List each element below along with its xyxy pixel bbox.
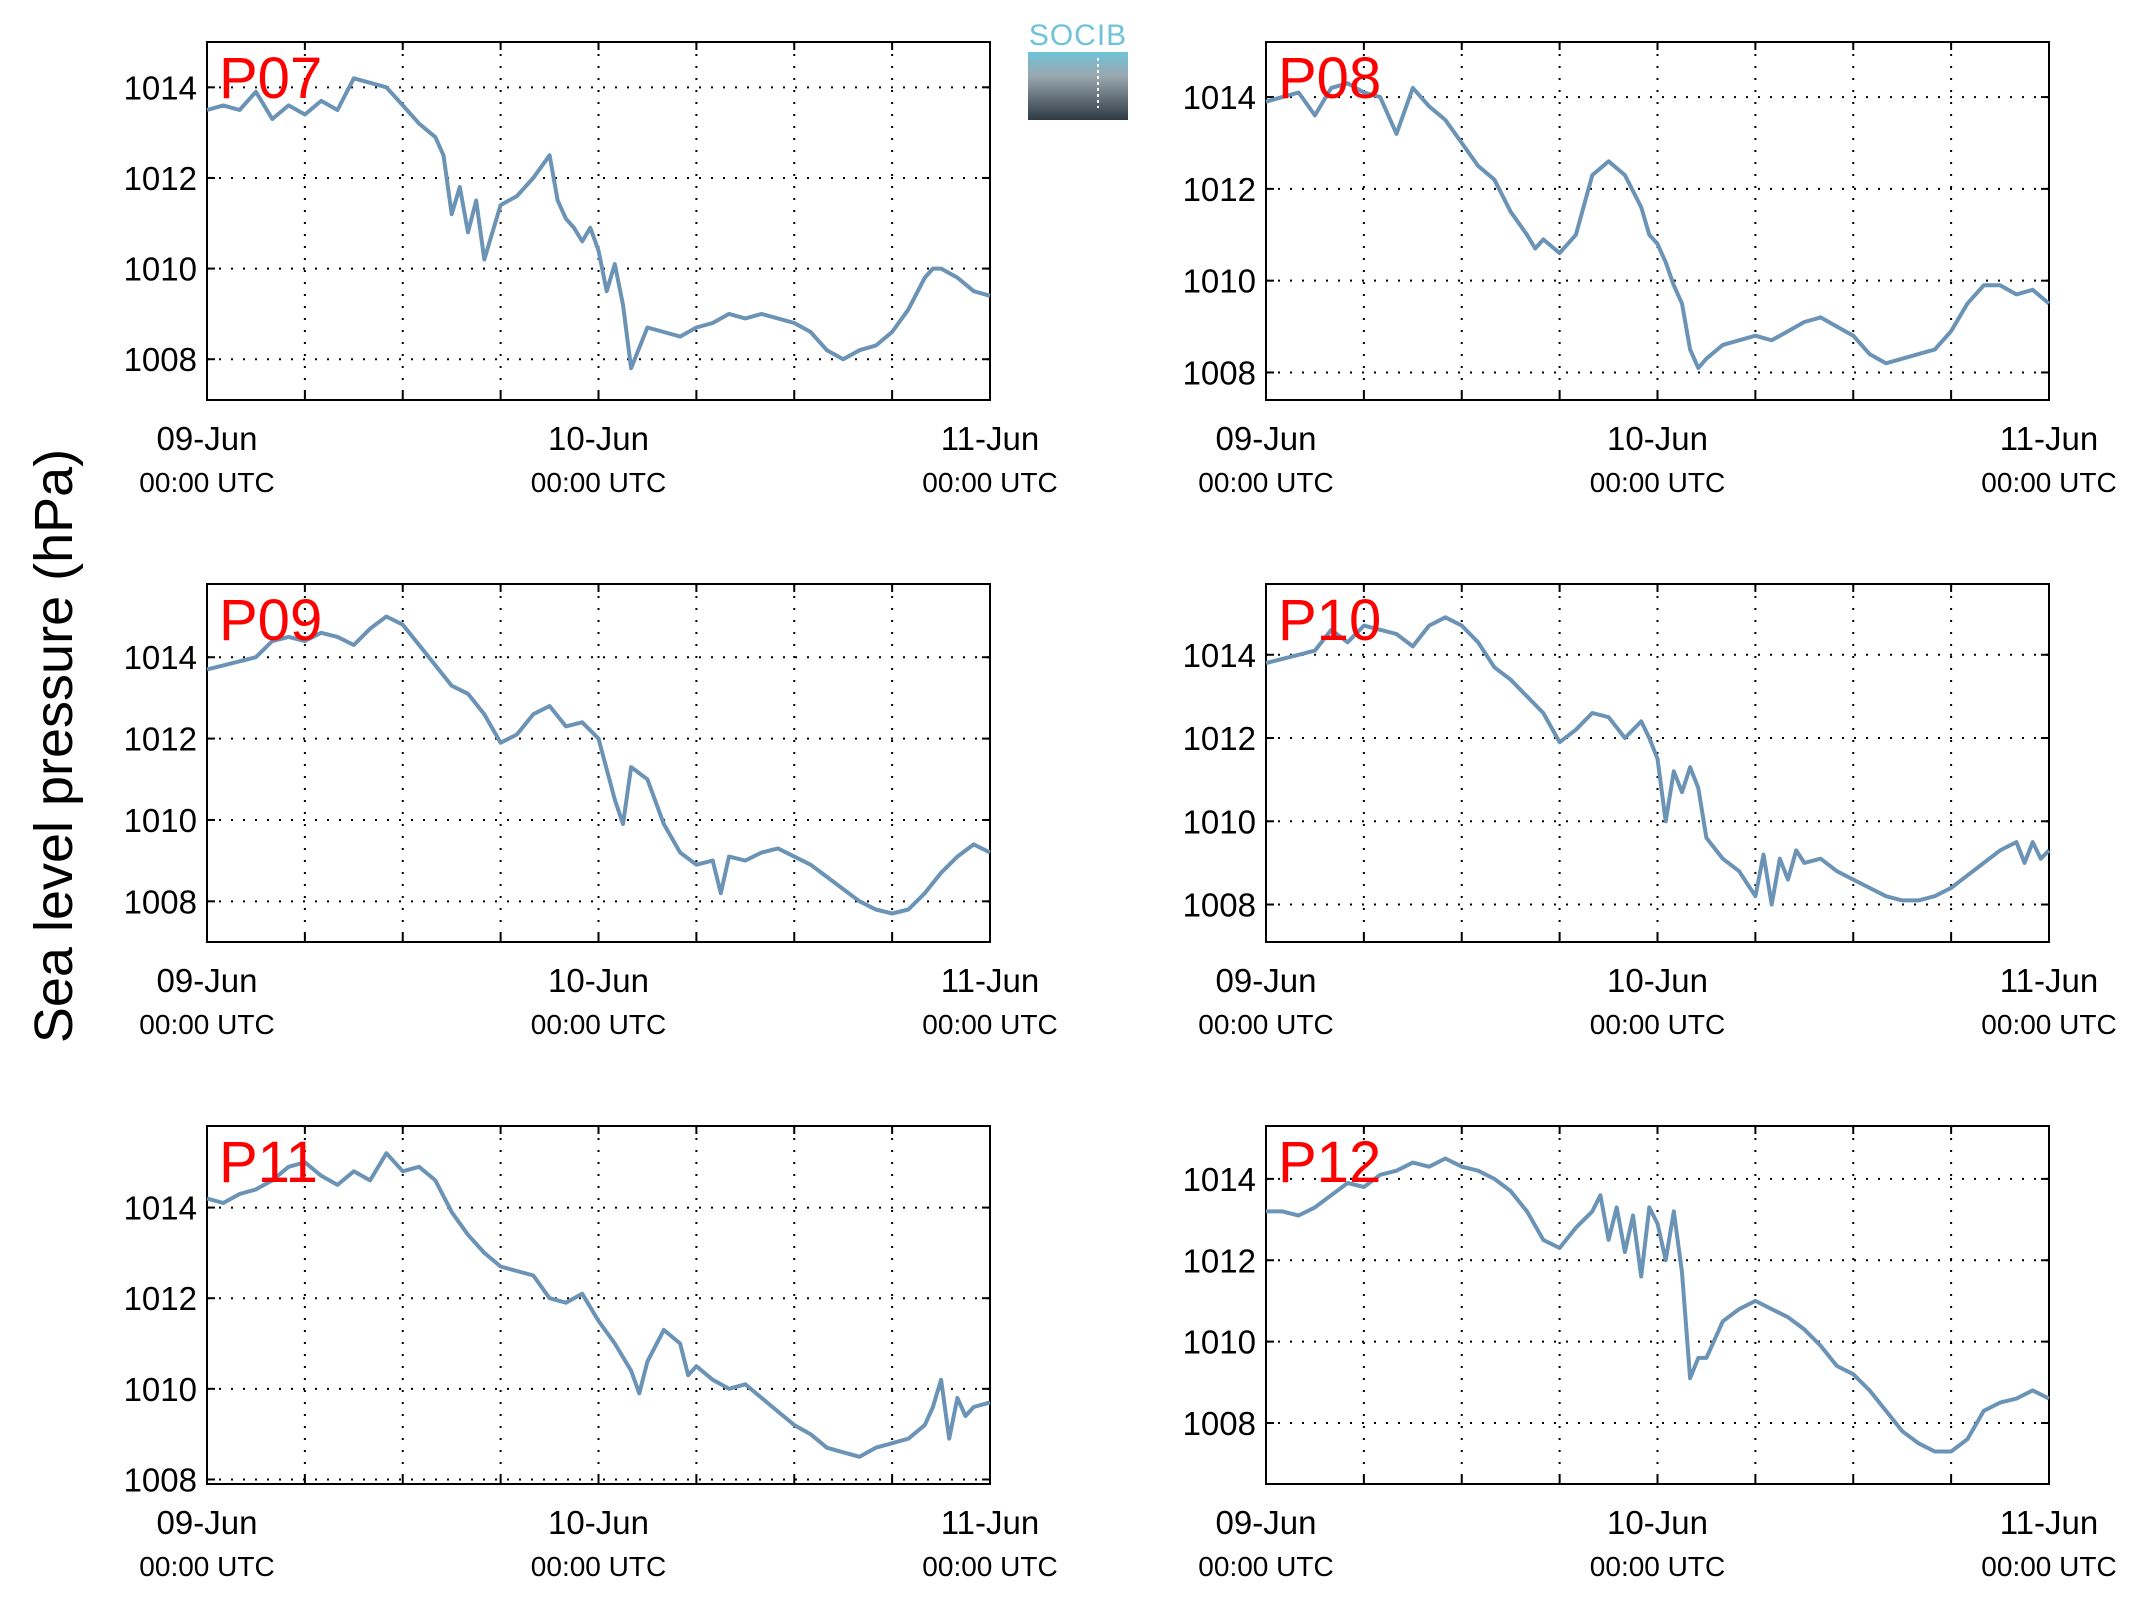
y-tick-label: 1010 xyxy=(1183,803,1256,840)
y-tick-label: 1014 xyxy=(1183,1161,1256,1198)
x-tick-label-date: 10-Jun xyxy=(548,1504,649,1541)
y-tick-label: 1012 xyxy=(1183,171,1256,208)
y-tick-label: 1008 xyxy=(124,1461,197,1498)
y-tick-label: 1010 xyxy=(124,802,197,839)
plot-frame xyxy=(1265,41,2050,401)
x-tick-label-time: 00:00 UTC xyxy=(531,467,666,498)
x-tick-label-date: 10-Jun xyxy=(1607,420,1708,457)
x-tick-label-time: 00:00 UTC xyxy=(1198,1009,1333,1040)
x-tick-label-time: 00:00 UTC xyxy=(1981,467,2116,498)
x-tick-label-date: 09-Jun xyxy=(1216,962,1317,999)
panel-title: P10 xyxy=(1278,588,1381,653)
panel-p12: 1008 1010 1012 1014 09-Jun 00:00 UTC 10-Jun 00:… xyxy=(1183,1125,2117,1582)
x-tick-label-date: 11-Jun xyxy=(2000,1504,2098,1541)
panel-title: P11 xyxy=(219,1130,318,1195)
y-tick-label: 1008 xyxy=(1183,1405,1256,1442)
panel-p09: 1008 1010 1012 1014 09-Jun 00:00 UTC 10-Jun 00:… xyxy=(124,583,1058,1040)
x-tick-label-time: 00:00 UTC xyxy=(1981,1551,2116,1582)
y-tick-label: 1012 xyxy=(1183,720,1256,757)
x-tick-label-time: 00:00 UTC xyxy=(922,1551,1057,1582)
y-tick-label: 1014 xyxy=(124,1190,197,1227)
y-tick-label: 1010 xyxy=(1183,263,1256,300)
x-tick-label-time: 00:00 UTC xyxy=(1981,1009,2116,1040)
panel-p10: 1008 1010 1012 1014 09-Jun 00:00 UTC 10-Jun 00:… xyxy=(1183,583,2117,1040)
y-tick-label: 1010 xyxy=(124,1371,197,1408)
y-axis-label: Sea level pressure (hPa) xyxy=(24,449,84,1043)
x-tick-label-time: 00:00 UTC xyxy=(922,467,1057,498)
y-tick-label: 1014 xyxy=(124,69,197,106)
y-tick-label: 1010 xyxy=(124,251,197,288)
socib-logo: SOCIB xyxy=(1028,19,1128,120)
x-tick-label-time: 00:00 UTC xyxy=(1590,1009,1725,1040)
socib-logo-block xyxy=(1028,52,1128,120)
x-tick-label-date: 10-Jun xyxy=(1607,1504,1708,1541)
plot-frame xyxy=(206,583,991,943)
pressure-series-line xyxy=(206,1151,991,1459)
pressure-series-line xyxy=(206,76,991,371)
x-tick-label-time: 00:00 UTC xyxy=(1590,1551,1725,1582)
x-tick-label-time: 00:00 UTC xyxy=(139,1009,274,1040)
y-tick-label: 1008 xyxy=(1183,887,1256,924)
y-tick-label: 1012 xyxy=(124,1280,197,1317)
x-tick-label-time: 00:00 UTC xyxy=(139,467,274,498)
x-tick-label-time: 00:00 UTC xyxy=(531,1551,666,1582)
y-tick-label: 1008 xyxy=(1183,354,1256,391)
y-tick-label: 1012 xyxy=(1183,1242,1256,1279)
pressure-series-line xyxy=(1266,1156,2050,1454)
x-tick-label-date: 09-Jun xyxy=(1216,1504,1317,1541)
x-tick-label-date: 10-Jun xyxy=(1607,962,1708,999)
x-tick-label-date: 11-Jun xyxy=(941,962,1039,999)
panel-p08: 1008 1010 1012 1014 09-Jun 00:00 UTC 10-Jun 00:… xyxy=(1183,41,2117,498)
y-tick-label: 1008 xyxy=(124,883,197,920)
pressure-series-line xyxy=(1265,615,2051,907)
x-tick-label-date: 11-Jun xyxy=(941,420,1039,457)
panel-title: P08 xyxy=(1278,46,1381,111)
y-tick-label: 1012 xyxy=(124,721,197,758)
x-tick-label-date: 09-Jun xyxy=(157,962,258,999)
x-tick-label-time: 00:00 UTC xyxy=(1590,467,1725,498)
y-tick-label: 1010 xyxy=(1183,1324,1256,1361)
x-tick-label-time: 00:00 UTC xyxy=(922,1009,1057,1040)
panel-p11: 1008 1010 1012 1014 09-Jun 00:00 UTC 10-Jun 00:… xyxy=(124,1125,1058,1582)
panels-container: 1008 1010 1012 1014 09-Jun 00:00 UTC 10-Jun 00:… xyxy=(124,41,2117,1582)
x-tick-label-time: 00:00 UTC xyxy=(1198,467,1333,498)
panel-title: P07 xyxy=(219,46,322,111)
x-tick-label-date: 10-Jun xyxy=(548,420,649,457)
x-tick-label-time: 00:00 UTC xyxy=(1198,1551,1333,1582)
x-tick-label-time: 00:00 UTC xyxy=(531,1009,666,1040)
panel-title: P12 xyxy=(1278,1130,1381,1195)
panel-p07: 1008 1010 1012 1014 09-Jun 00:00 UTC 10-Jun 00:… xyxy=(124,41,1058,498)
x-tick-label-time: 00:00 UTC xyxy=(139,1551,274,1582)
x-tick-label-date: 11-Jun xyxy=(941,1504,1039,1541)
y-axis-label-group: Sea level pressure (hPa) xyxy=(24,449,84,1043)
y-tick-label: 1008 xyxy=(124,341,197,378)
x-tick-label-date: 09-Jun xyxy=(157,1504,258,1541)
x-tick-label-date: 11-Jun xyxy=(2000,420,2098,457)
panel-title: P09 xyxy=(219,588,322,653)
plot-frame xyxy=(1265,1125,2050,1485)
x-tick-label-date: 11-Jun xyxy=(2000,962,2098,999)
pressure-series-line xyxy=(206,614,991,916)
y-tick-label: 1014 xyxy=(124,639,197,676)
x-tick-label-date: 09-Jun xyxy=(1216,420,1317,457)
x-tick-label-date: 10-Jun xyxy=(548,962,649,999)
socib-logo-text: SOCIB xyxy=(1029,19,1127,52)
pressure-series-line xyxy=(1265,81,2051,370)
y-tick-label: 1012 xyxy=(124,160,197,197)
x-tick-label-date: 09-Jun xyxy=(157,420,258,457)
y-tick-label: 1014 xyxy=(1183,637,1256,674)
y-tick-label: 1014 xyxy=(1183,79,1256,116)
